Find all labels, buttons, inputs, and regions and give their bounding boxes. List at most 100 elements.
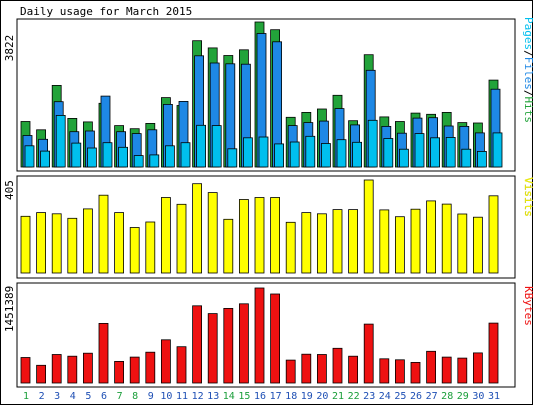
- day-label: 4: [70, 391, 76, 402]
- kbytes-bar: [301, 353, 312, 384]
- day-label: 10: [160, 391, 172, 402]
- pages-bar: [227, 148, 238, 168]
- visits-bar: [426, 200, 437, 274]
- pages-bar: [24, 145, 35, 168]
- hits-files-pages-bars: [20, 21, 503, 168]
- pages-bar: [258, 136, 269, 168]
- visits-bar: [207, 192, 218, 274]
- kbytes-bar: [316, 354, 327, 384]
- day-label: 30: [472, 391, 484, 402]
- kbytes-bar: [114, 360, 124, 384]
- visits-bar: [488, 195, 499, 274]
- pages-bar: [305, 135, 316, 168]
- pages-bar: [274, 143, 285, 168]
- kbytes-bar: [254, 287, 265, 384]
- pages-bar: [289, 141, 300, 168]
- day-label: 3: [54, 391, 60, 402]
- kbytes-bar: [270, 293, 281, 384]
- legend-files: Files: [522, 57, 533, 90]
- visits-bar: [176, 203, 187, 274]
- pages-bar: [398, 148, 409, 168]
- day-label: 23: [363, 391, 375, 402]
- day-label: 1: [23, 391, 29, 402]
- kbytes-max-label: 1451389: [3, 286, 16, 332]
- pages-bar: [430, 137, 441, 168]
- kbytes-bar: [192, 305, 203, 384]
- pages-bar: [242, 137, 253, 168]
- kbytes-bar: [207, 313, 218, 384]
- pages-bar: [320, 143, 331, 168]
- visits-bar: [192, 183, 203, 274]
- pages-bar: [476, 150, 487, 168]
- day-label: 6: [101, 391, 107, 402]
- visits-bar: [410, 208, 421, 274]
- kbytes-bar: [441, 356, 452, 384]
- day-label: 18: [285, 391, 297, 402]
- visits-bar: [20, 215, 31, 274]
- kbytes-bar: [98, 322, 109, 384]
- day-label: 24: [379, 391, 391, 402]
- pages-bar: [164, 145, 175, 168]
- kbytes-bar: [379, 358, 390, 384]
- kbytes-bar: [363, 323, 374, 384]
- pages-bar: [133, 155, 144, 168]
- legend-sep-1: /: [522, 50, 533, 57]
- day-label: 20: [316, 391, 328, 402]
- visits-bar: [301, 212, 312, 274]
- kbytes-bar: [488, 322, 499, 384]
- day-label: 17: [270, 391, 282, 402]
- day-label: 22: [348, 391, 360, 402]
- day-label: 16: [254, 391, 266, 402]
- visits-bar: [36, 212, 46, 274]
- day-label: 11: [176, 391, 188, 402]
- visits-bar: [223, 218, 234, 274]
- kbytes-bar: [36, 364, 46, 384]
- day-label: 9: [148, 391, 154, 402]
- pages-bar: [383, 138, 394, 168]
- kbytes-bar: [83, 352, 93, 384]
- visits-bar: [348, 209, 359, 274]
- kbytes-bar: [223, 307, 234, 384]
- visits-bar: [394, 216, 405, 274]
- pages-bar: [87, 147, 97, 168]
- visits-bar: [332, 209, 343, 274]
- day-label: 14: [223, 391, 235, 402]
- legend-hits: Hits: [522, 97, 533, 124]
- day-label: 13: [207, 391, 219, 402]
- day-label: 8: [132, 391, 138, 402]
- visits-bar: [51, 213, 62, 274]
- visits-bar: [145, 221, 156, 274]
- kbytes-bar: [394, 359, 405, 384]
- day-label: 19: [301, 391, 313, 402]
- pages-bar: [102, 142, 113, 168]
- kbytes-bar: [410, 361, 421, 384]
- legend-sep-2: /: [522, 90, 533, 97]
- pages-bar: [40, 150, 50, 168]
- day-label: 2: [39, 391, 45, 402]
- day-label: 5: [85, 391, 91, 402]
- kbytes-bar: [20, 357, 31, 384]
- kbytes-bar: [176, 346, 187, 384]
- pages-bar: [461, 148, 472, 168]
- pages-bar: [196, 124, 207, 168]
- pages-bar: [336, 139, 347, 168]
- kbytes-bar: [51, 354, 62, 384]
- visits-bars: [20, 179, 499, 274]
- day-axis-labels: 1 2 3 4 5 6 7 8 9 10 11 12 13 14 15 16 17 18 19 20 21 22 23 24 2…: [23, 391, 500, 402]
- kbytes-bar: [426, 350, 437, 384]
- visits-bar: [238, 199, 249, 274]
- hits-max-label: 3822: [3, 35, 16, 62]
- day-label: 7: [117, 391, 123, 402]
- pages-bar: [211, 125, 222, 168]
- pages-bar: [71, 142, 82, 168]
- pages-bar: [414, 133, 425, 168]
- visits-bar: [254, 197, 265, 274]
- visits-bar: [441, 203, 452, 274]
- kbytes-bar: [129, 356, 140, 384]
- day-label: 12: [192, 391, 204, 402]
- visits-max-label: 405: [3, 180, 16, 200]
- visits-bar: [270, 197, 281, 274]
- legend-visits: Visits: [522, 177, 533, 217]
- pages-bar: [367, 119, 378, 168]
- kbytes-bar: [332, 347, 343, 384]
